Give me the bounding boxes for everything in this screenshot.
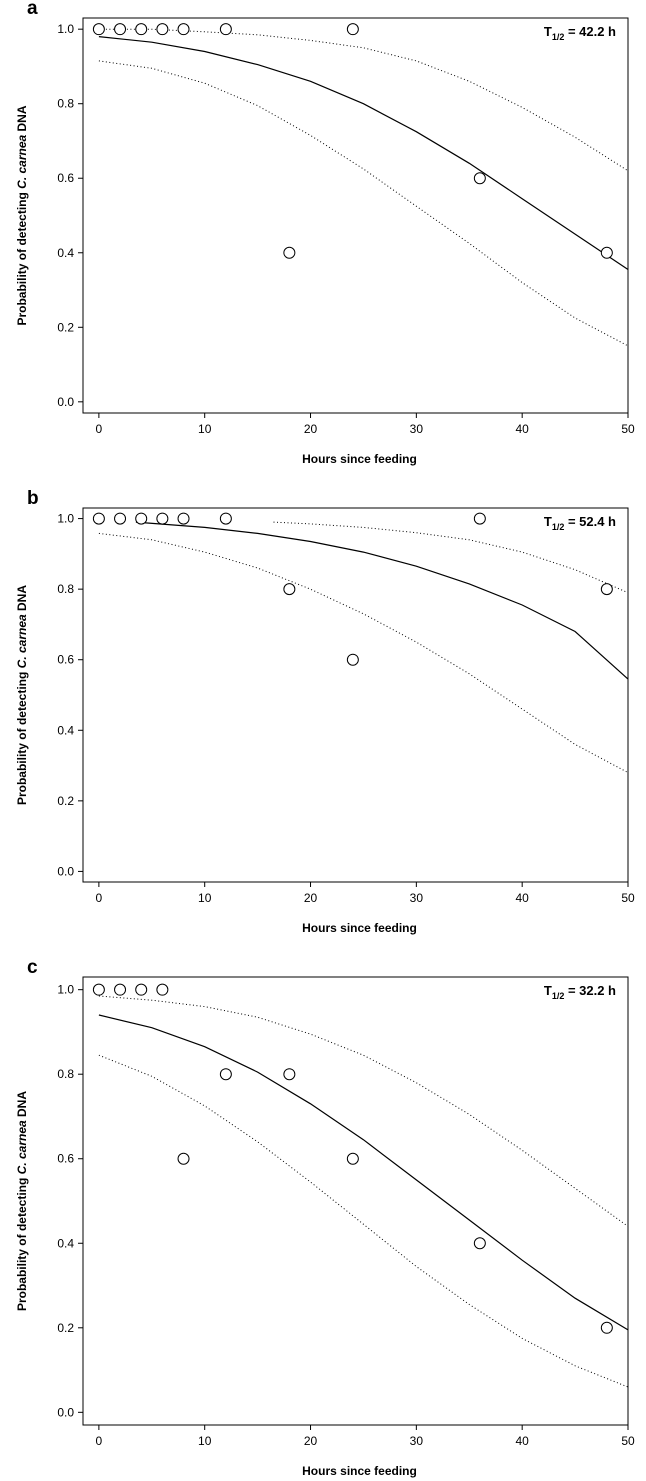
x-axis-title: Hours since feeding xyxy=(302,452,417,466)
data-point xyxy=(473,172,486,185)
x-tick-label: 40 xyxy=(515,422,529,436)
fit-line xyxy=(98,36,629,270)
plot-frame xyxy=(82,17,629,414)
y-tick-label: 0.2 xyxy=(57,320,74,334)
y-tick-label: 0.6 xyxy=(57,653,74,667)
data-point xyxy=(114,512,127,525)
x-tick-label: 20 xyxy=(304,1434,318,1448)
y-tick-label: 0.6 xyxy=(57,1152,74,1166)
x-tick-label: 30 xyxy=(410,891,424,905)
y-tick-label: 0.2 xyxy=(57,1321,74,1335)
fit-line xyxy=(98,1014,629,1331)
data-point xyxy=(600,1321,613,1334)
data-point xyxy=(135,23,148,36)
x-axis-title: Hours since feeding xyxy=(302,1464,417,1478)
y-tick-label: 0.0 xyxy=(57,1405,74,1419)
y-axis-title: Probability of detecting C. carnea DNA xyxy=(15,1091,29,1311)
half-life-annotation: T1/2 = 52.4 h xyxy=(544,514,616,532)
y-tick-label: 1.0 xyxy=(57,983,74,997)
ci-lower-line xyxy=(98,1054,629,1388)
data-point xyxy=(283,1068,296,1081)
data-point xyxy=(92,23,105,36)
panel-letter: a xyxy=(27,0,38,19)
data-point xyxy=(219,1068,232,1081)
panel-b: b 0 10 20 30 40 50 0.0 0.2 0.4 0.6 0.8 1.0 Hours sinc… xyxy=(15,488,635,935)
x-tick-label: 10 xyxy=(198,891,212,905)
x-tick-label: 30 xyxy=(410,422,424,436)
x-tick-label: 0 xyxy=(96,422,103,436)
data-point xyxy=(156,23,169,36)
fit-line xyxy=(135,521,629,680)
x-axis-title: Hours since feeding xyxy=(302,921,417,935)
data-point xyxy=(600,246,613,259)
ci-upper-line xyxy=(273,521,629,594)
panel-letter: b xyxy=(27,488,39,509)
y-tick-label: 0.8 xyxy=(57,1067,74,1081)
plot-frame xyxy=(82,976,629,1426)
data-point xyxy=(177,1152,190,1165)
data-point xyxy=(177,23,190,36)
x-tick-label: 50 xyxy=(621,891,635,905)
x-tick-label: 10 xyxy=(198,422,212,436)
panel-a: a 0 10 20 30 40 50 0.0 0.2 0.4 0.6 0.8 1.0 Hours sinc… xyxy=(15,0,635,466)
data-point xyxy=(219,23,232,36)
ci-lower-line xyxy=(98,532,629,774)
data-point xyxy=(283,246,296,259)
y-tick-label: 0.4 xyxy=(57,723,74,737)
y-tick-label: 1.0 xyxy=(57,22,74,36)
data-point xyxy=(283,583,296,596)
data-point xyxy=(473,512,486,525)
data-point xyxy=(114,983,127,996)
ci-upper-line xyxy=(98,28,629,172)
data-point xyxy=(346,1152,359,1165)
data-point xyxy=(177,512,190,525)
panel-c: c 0 10 20 30 40 50 0.0 0.2 0.4 0.6 0.8 1.0 Hours sinc… xyxy=(15,957,635,1478)
x-tick-label: 0 xyxy=(96,1434,103,1448)
data-point xyxy=(156,983,169,996)
y-tick-label: 0.8 xyxy=(57,97,74,111)
y-axis-title: Probability of detecting C. carnea DNA xyxy=(15,585,29,805)
y-tick-label: 0.6 xyxy=(57,171,74,185)
data-point xyxy=(346,653,359,666)
x-tick-label: 40 xyxy=(515,891,529,905)
panel-letter: c xyxy=(27,957,38,978)
plot-frame xyxy=(82,507,629,883)
y-tick-label: 0.4 xyxy=(57,246,74,260)
data-point xyxy=(92,512,105,525)
half-life-annotation: T1/2 = 32.2 h xyxy=(544,983,616,1001)
data-point xyxy=(92,983,105,996)
x-tick-label: 50 xyxy=(621,422,635,436)
data-point xyxy=(135,512,148,525)
y-tick-label: 0.4 xyxy=(57,1236,74,1250)
y-axis-title: Probability of detecting C. carnea DNA xyxy=(15,105,29,325)
data-point xyxy=(346,23,359,36)
half-life-annotation: T1/2 = 42.2 h xyxy=(544,24,616,42)
y-tick-label: 0.0 xyxy=(57,395,74,409)
y-tick-label: 0.2 xyxy=(57,794,74,808)
data-point xyxy=(473,1237,486,1250)
data-point xyxy=(600,583,613,596)
x-tick-label: 40 xyxy=(515,1434,529,1448)
ci-upper-line xyxy=(98,995,629,1227)
data-point xyxy=(135,983,148,996)
data-point xyxy=(114,23,127,36)
x-tick-label: 20 xyxy=(304,891,318,905)
data-point xyxy=(219,512,232,525)
data-point xyxy=(156,512,169,525)
y-tick-label: 0.8 xyxy=(57,582,74,596)
y-tick-label: 1.0 xyxy=(57,512,74,526)
x-tick-label: 30 xyxy=(410,1434,424,1448)
y-tick-label: 0.0 xyxy=(57,864,74,878)
x-tick-label: 10 xyxy=(198,1434,212,1448)
x-tick-label: 20 xyxy=(304,422,318,436)
x-tick-label: 50 xyxy=(621,1434,635,1448)
x-tick-label: 0 xyxy=(96,891,103,905)
